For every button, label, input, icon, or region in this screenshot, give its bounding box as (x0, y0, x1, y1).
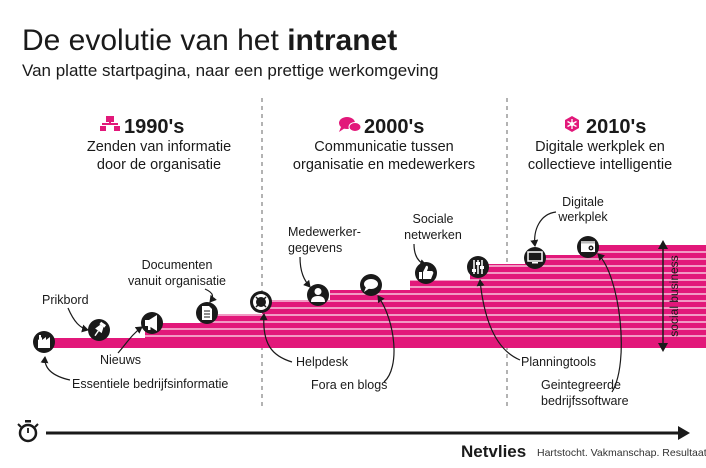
milestone-label-software-window: Geintegreerde (541, 378, 621, 392)
thumbs-up-icon (419, 265, 434, 279)
page-subtitle: Van platte startpagina, naar een prettig… (22, 61, 438, 80)
user-icon (311, 288, 325, 302)
network-icon (565, 116, 579, 132)
megaphone-icon (145, 315, 157, 331)
milestone-label-lifebuoy: Helpdesk (296, 355, 349, 369)
era-description: Digitale werkplek en (535, 139, 665, 155)
arrow-megaphone (117, 326, 143, 354)
milestone-pushpin (88, 319, 110, 341)
social-business-label: social business (667, 255, 681, 336)
milestone-label-thumbs-up: Sociale (413, 212, 454, 226)
milestone-label-megaphone: Nieuws (100, 353, 141, 367)
milestone-label-document: Documenten (142, 258, 213, 272)
era-description: Communicatie tussen (314, 139, 453, 155)
arrow-speech-bubble (377, 295, 395, 383)
era-2000s: 2000's Communicatie tussen organisatie e… (293, 116, 475, 173)
milestone-speech-bubble (360, 274, 382, 296)
era-description: Zenden van informatie (87, 139, 231, 155)
milestone-label-pushpin: Prikbord (42, 293, 89, 307)
milestone-label-user: Medewerker- (288, 225, 361, 239)
era-year: 1990's (124, 116, 184, 138)
milestone-document (196, 302, 218, 324)
milestone-factory (33, 331, 55, 353)
brand-tagline: Hartstocht. Vakmanschap. Resultaat. (537, 447, 706, 459)
pointer-arrows (40, 211, 622, 393)
milestone-monitor (524, 247, 546, 269)
speech-bubble-icon (364, 279, 378, 292)
era-year: 2010's (586, 116, 646, 138)
era-description: door de organisatie (97, 157, 221, 173)
brand-logo: Netvlies (461, 442, 526, 461)
page-title-emphasis: intranet (287, 24, 397, 57)
arrow-software-window (597, 253, 622, 393)
arrow-lifebuoy (259, 313, 293, 363)
milestone-label-factory: Essentiele bedrijfsinformatie (72, 377, 228, 391)
milestone-label-monitor: Digitale (562, 195, 604, 209)
monitor-icon (527, 251, 543, 264)
arrow-equalizer (476, 279, 521, 361)
era-description: organisatie en medewerkers (293, 157, 475, 173)
arrow-pushpin (67, 307, 89, 333)
milestone-label-thumbs-up: netwerken (404, 228, 462, 242)
arrow-thumbs-up (413, 243, 427, 267)
timeline-arrowhead (678, 426, 690, 440)
milestone-lifebuoy (250, 291, 272, 313)
sitemap-icon (100, 116, 120, 131)
era-description: collectieve intelligentie (528, 157, 672, 173)
document-icon (202, 306, 212, 320)
arrow-user (299, 256, 311, 288)
era-1990s: 1990's Zenden van informatie door de org… (87, 116, 231, 173)
evolution-ribbon (40, 245, 706, 348)
milestone-user (307, 284, 329, 306)
factory-icon (38, 335, 50, 348)
era-2010s: 2010's Digitale werkplek en collectieve … (528, 116, 672, 173)
stopwatch-icon (17, 420, 39, 443)
arrow-monitor (530, 211, 557, 247)
arrow-factory (40, 356, 71, 381)
social-business-bracket: social business (658, 240, 681, 352)
milestone-equalizer (467, 256, 489, 278)
equalizer-icon (472, 260, 484, 274)
era-year: 2000's (364, 116, 424, 138)
lifebuoy-icon (253, 294, 269, 310)
pushpin-icon (94, 321, 107, 337)
arrow-document (204, 288, 217, 303)
chat-bubbles-icon (339, 117, 362, 132)
page-title: De evolutie van het intranet (22, 24, 397, 57)
software-window-icon (581, 241, 595, 252)
milestone-megaphone (141, 312, 163, 334)
milestone-label-equalizer: Planningtools (521, 355, 596, 369)
timeline (17, 420, 690, 443)
milestone-label-software-window: bedrijfssoftware (541, 394, 629, 408)
milestone-software-window (577, 236, 599, 258)
milestone-thumbs-up (415, 262, 437, 284)
milestone-label-monitor: werkplek (557, 210, 608, 224)
milestone-label-speech-bubble: Fora en blogs (311, 378, 387, 392)
milestone-label-document: vanuit organisatie (128, 274, 226, 288)
milestone-label-user: gegevens (288, 241, 342, 255)
